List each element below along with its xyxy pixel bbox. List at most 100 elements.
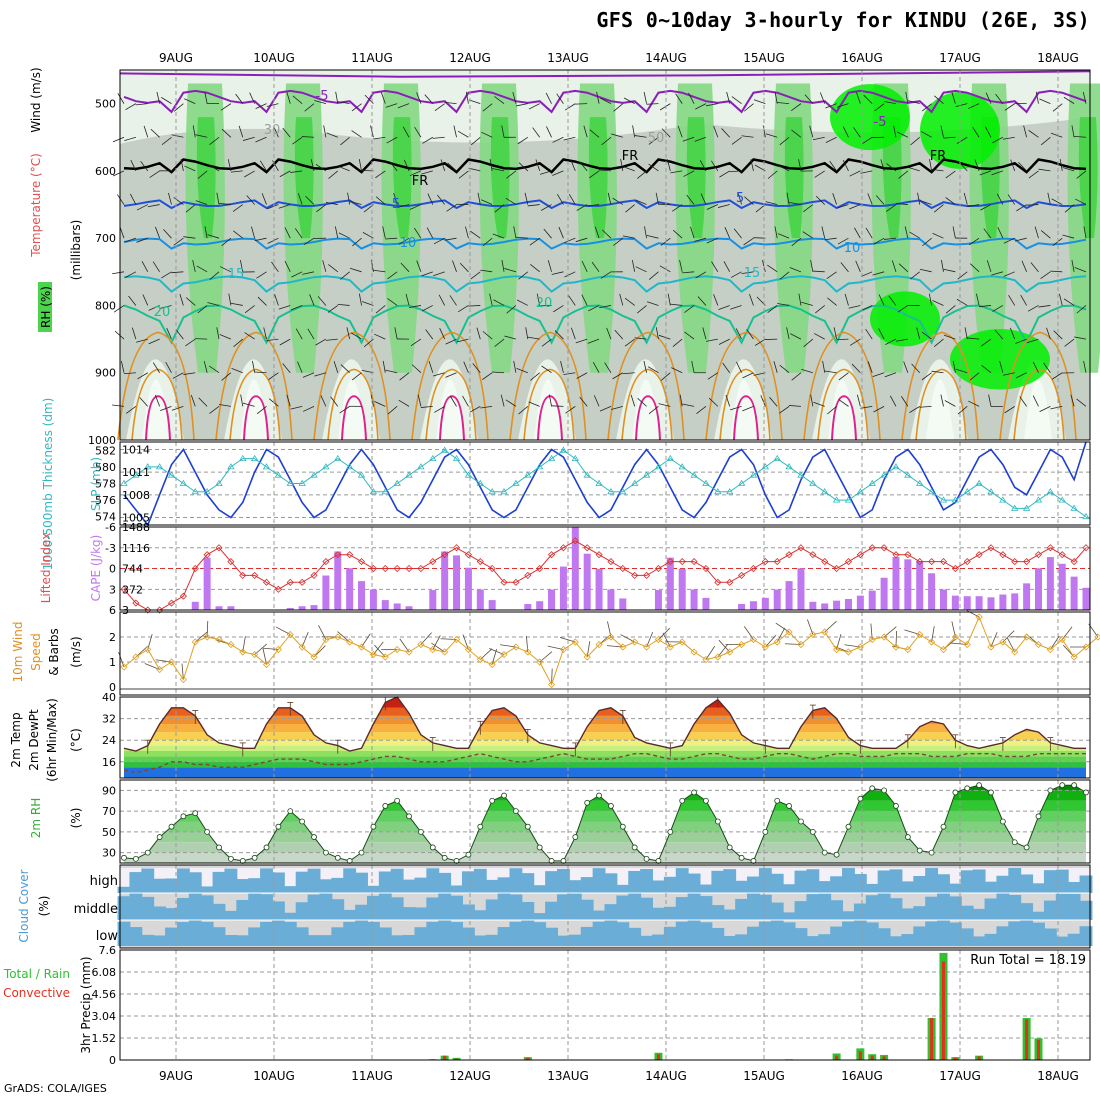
rh-point [821,849,828,856]
wind-barb [829,160,837,172]
cloud-cell [461,927,475,946]
wind-barb [634,337,647,340]
cape-bar [892,557,900,610]
cloud-cell [248,927,262,946]
wind-barb [482,237,493,247]
wind-speed-point [167,658,176,666]
wind-barb [928,293,932,306]
temperature-contour-top [119,70,1091,78]
wind-barb [672,338,683,347]
wind-barb [986,260,992,272]
wind-barb [184,165,196,172]
wind-barb [183,236,196,239]
wind-barb [929,159,932,171]
lifted-index-point [452,544,461,552]
wind-barb [957,406,968,415]
temperature-contour-30 [621,368,673,441]
wind-barb [1050,270,1063,273]
rh-tick-70: 70 [102,805,116,818]
wind-speed-point [809,630,817,639]
cloud-cell [948,896,962,920]
wind-speed-point [1046,645,1054,654]
wind-barb [195,200,208,205]
wind-barb [1053,330,1063,340]
wind-barb [1019,396,1027,407]
wind-barb [431,642,445,653]
wind-barb [416,260,422,272]
cloud-cell [937,920,950,946]
wind-barb [279,170,291,178]
cloud-cell [414,877,428,893]
slp-tick-right-1011: 1011 [122,466,150,479]
date-label-bottom-13AUG: 13AUG [547,1069,589,1083]
rh-point [406,813,412,820]
wind-barb [302,372,315,378]
thickness-tick-582: 582 [95,444,116,457]
wind-barb [349,267,362,273]
wind-barb [171,134,184,138]
wind-barb [838,399,849,407]
wind-barb [290,405,303,410]
date-label-bottom-12AUG: 12AUG [449,1069,491,1083]
cloud-cell [402,934,416,946]
wind-barb [791,372,802,381]
wind-barb [373,641,384,655]
wind-barb [647,366,659,374]
lifted-index-point [286,578,294,586]
wind-barb [220,103,232,111]
lifted-index-point [1082,544,1090,552]
rh-point [572,834,579,840]
wind-speed-point [536,658,544,666]
wind-barb [271,261,279,273]
rh-tick-30: 30 [102,847,116,860]
wind-barb [695,103,707,110]
wind-barb [530,372,540,381]
cloud-cell [806,936,820,946]
wind-speed-point [274,645,282,654]
rh-point [738,854,745,861]
lifted-index-point [405,564,413,573]
cloud-cell [794,928,808,946]
wind-barb [791,237,802,247]
ylabel-precip-2: Convective [3,986,70,1000]
wind-barb [492,168,505,172]
rh-bands [124,785,1086,863]
cloud-cell [747,893,760,920]
contour-label--5: -5 [316,89,329,104]
wind-barb [767,264,778,273]
cape-bar [809,601,817,610]
wind-barb [482,372,493,380]
rh-point [216,844,222,851]
run-total-label: Run Total = 18.19 [970,953,1086,968]
wind-barb [743,626,754,640]
cape-bar [298,606,306,610]
cape-bar [322,575,330,610]
lifted-index-point [999,551,1007,559]
wind-barb [203,360,208,373]
wind-barb [218,202,231,205]
cloud-cell [1032,922,1045,946]
wind-speed-point [654,635,663,644]
wind-barb [700,193,707,205]
rh-moist-core [1078,117,1098,239]
cloud-cell [521,873,535,893]
wind-barb [933,204,944,213]
wind-barb [622,372,635,375]
wind-barb [873,237,885,245]
cloud-cell [355,920,368,946]
cape-bar [227,606,235,610]
cloud-cell [533,885,547,893]
wind-barb [563,372,576,375]
thickness-point [345,463,354,470]
wind-barb [832,193,837,205]
wind-barb [688,92,695,104]
wind-speed-point [405,648,413,656]
lifted-index-point [334,551,342,559]
cloud-cell [604,904,618,920]
temperature-contour-25 [803,331,881,441]
thickness-point [963,488,971,495]
temperature-contour-25 [411,331,489,441]
thickness-point [144,463,152,470]
wind-barb [161,271,172,279]
thickness-point [227,463,235,470]
